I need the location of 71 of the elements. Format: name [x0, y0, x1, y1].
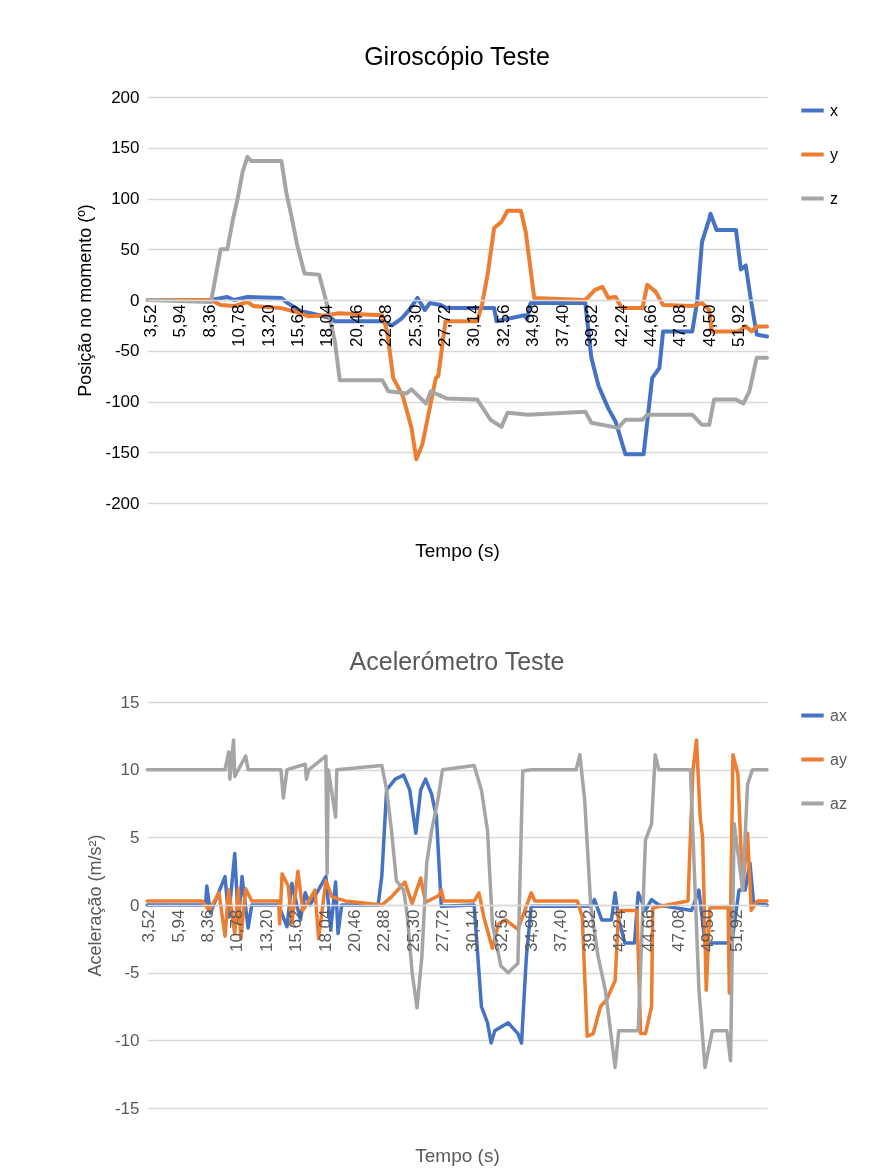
y-tick-label: -50 [114, 341, 140, 361]
x-tick-label: 49,50 [697, 909, 717, 953]
y-tick-label: -5 [124, 963, 140, 983]
line-series [145, 154, 769, 430]
x-tick-label: 20,46 [345, 909, 365, 953]
y-tick-label: -150 [105, 442, 140, 462]
x-tick-label: 3,52 [140, 304, 160, 338]
legend-label: z [830, 189, 838, 207]
x-tick-label: 22,88 [376, 304, 396, 348]
y-tick-label: 0 [130, 895, 140, 915]
y-axis-title: Aceleração (m/s²) [84, 834, 105, 977]
y-tick-label: -15 [114, 1098, 140, 1118]
y-tick-label: -100 [105, 392, 140, 411]
x-tick-label: 47,08 [670, 304, 690, 348]
x-tick-label: 13,20 [258, 304, 278, 348]
legend-label: y [830, 145, 838, 163]
x-tick-label: 30,14 [464, 304, 484, 348]
x-tick-label: 42,24 [611, 304, 631, 348]
y-tick-label: 10 [120, 760, 140, 780]
x-tick-label: 10,78 [229, 304, 249, 348]
x-tick-label: 27,72 [433, 909, 453, 953]
x-tick-label: 20,46 [346, 304, 366, 348]
x-tick-label: 22,88 [374, 909, 394, 953]
x-tick-label: 25,30 [405, 304, 425, 348]
x-tick-label: 47,08 [668, 909, 688, 953]
x-tick-label: 5,94 [168, 909, 188, 943]
x-tick-label: 27,72 [435, 304, 455, 348]
x-tick-label: 44,66 [639, 909, 659, 953]
x-tick-label: 3,52 [139, 909, 159, 943]
x-tick-label: 37,40 [552, 304, 572, 348]
x-axis-title: Tempo (s) [415, 1144, 500, 1166]
x-tick-label: 37,40 [550, 909, 570, 953]
x-tick-label: 15,62 [287, 304, 307, 348]
x-tick-label: 5,94 [170, 304, 190, 338]
y-tick-label: 5 [130, 827, 140, 847]
x-tick-label: 34,98 [523, 304, 543, 348]
y-tick-label: -10 [114, 1030, 140, 1050]
x-tick-label: 8,36 [199, 304, 219, 338]
x-tick-label: 44,66 [640, 304, 660, 348]
x-tick-label: 18,04 [315, 909, 335, 953]
y-tick-label: 50 [120, 239, 140, 259]
y-tick-label: 150 [111, 138, 140, 158]
chart-title: Acelerómetro Teste [349, 647, 565, 675]
legend-label: ay [830, 750, 847, 768]
x-tick-label: 51,92 [729, 304, 749, 348]
x-tick-label: 39,82 [582, 304, 602, 348]
x-tick-label: 34,98 [521, 909, 541, 953]
x-tick-label: 8,36 [198, 909, 218, 943]
chart-title: Giroscópio Teste [364, 42, 550, 70]
legend-label: ax [830, 706, 847, 724]
x-tick-label: 25,30 [403, 909, 423, 953]
y-tick-label: 15 [120, 692, 140, 712]
x-tick-label: 39,82 [580, 909, 600, 953]
x-tick-label: 30,14 [462, 909, 482, 953]
x-tick-label: 10,78 [227, 909, 247, 953]
x-tick-label: 13,20 [256, 909, 276, 953]
x-tick-label: 42,24 [609, 909, 629, 953]
x-tick-label: 49,50 [699, 304, 719, 348]
y-tick-label: 100 [111, 189, 140, 208]
x-tick-label: 51,92 [727, 909, 747, 953]
y-tick-label: 0 [130, 290, 140, 310]
legend-label: x [830, 101, 838, 119]
legend-label: az [830, 794, 847, 812]
y-tick-label: 200 [111, 87, 140, 107]
x-tick-label: 32,56 [493, 304, 513, 348]
x-axis-title: Tempo (s) [415, 539, 500, 561]
y-tick-label: -200 [105, 493, 140, 513]
x-tick-label: 32,56 [492, 909, 512, 953]
x-tick-label: 18,04 [317, 304, 337, 348]
y-axis-title: Posição no momento (º) [75, 204, 96, 397]
x-tick-label: 15,62 [286, 909, 306, 953]
